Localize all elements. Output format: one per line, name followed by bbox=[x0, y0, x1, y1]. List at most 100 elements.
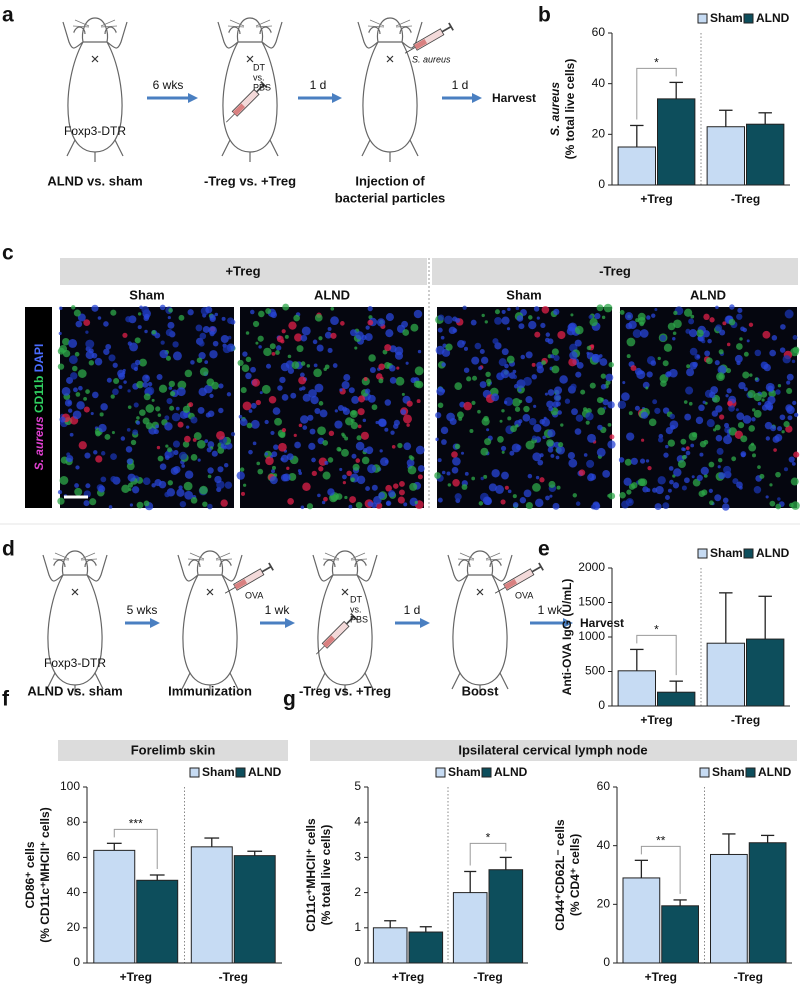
arrow bbox=[125, 618, 160, 628]
cell bbox=[646, 371, 653, 378]
cell bbox=[214, 475, 222, 484]
cell bbox=[735, 343, 743, 350]
cell bbox=[464, 471, 469, 476]
cell bbox=[602, 470, 611, 478]
cell bbox=[135, 420, 141, 425]
cell bbox=[209, 393, 214, 399]
cell bbox=[769, 483, 773, 487]
cell bbox=[361, 334, 367, 341]
cell bbox=[786, 405, 795, 415]
cell bbox=[753, 409, 762, 418]
cell bbox=[312, 339, 318, 345]
cell bbox=[169, 405, 175, 411]
cell bbox=[263, 347, 272, 357]
cell bbox=[190, 416, 198, 424]
cell bbox=[737, 422, 745, 429]
cell bbox=[735, 408, 739, 412]
cell bbox=[184, 435, 191, 443]
significance-bracket bbox=[636, 67, 677, 120]
cell bbox=[248, 409, 253, 413]
cell bbox=[555, 455, 560, 460]
cell bbox=[342, 434, 346, 438]
cell bbox=[454, 493, 462, 501]
cell bbox=[314, 383, 324, 393]
cell bbox=[371, 502, 378, 509]
cell bbox=[751, 417, 756, 422]
cell bbox=[647, 466, 652, 471]
cell bbox=[708, 461, 715, 468]
cell bbox=[242, 483, 247, 487]
cell bbox=[389, 377, 397, 384]
cell bbox=[336, 446, 342, 452]
cell bbox=[609, 434, 615, 440]
y-tick-label: 100 bbox=[60, 779, 80, 793]
bar bbox=[190, 846, 233, 964]
cell bbox=[57, 489, 63, 495]
cell bbox=[257, 468, 264, 475]
cell bbox=[717, 465, 721, 469]
cell bbox=[657, 356, 661, 361]
cell bbox=[205, 306, 213, 314]
cell bbox=[481, 313, 485, 318]
cell bbox=[548, 406, 554, 412]
cell bbox=[207, 441, 215, 448]
cell bbox=[499, 419, 503, 423]
cell bbox=[519, 497, 527, 504]
cell bbox=[531, 362, 536, 367]
cell bbox=[279, 431, 286, 439]
cell bbox=[255, 399, 262, 406]
cell bbox=[393, 483, 399, 489]
cell bbox=[132, 429, 139, 436]
cell bbox=[474, 342, 482, 350]
cell bbox=[78, 385, 83, 391]
cell bbox=[714, 494, 722, 502]
cell bbox=[58, 306, 63, 311]
cell bbox=[594, 313, 601, 320]
cell bbox=[112, 388, 119, 396]
cell bbox=[486, 378, 492, 385]
panel-header bbox=[58, 740, 288, 761]
cell bbox=[454, 317, 461, 323]
panel-label: e bbox=[538, 538, 550, 561]
cell bbox=[57, 497, 65, 505]
cell bbox=[156, 373, 163, 380]
cell bbox=[437, 314, 445, 321]
x-tick-label: +Treg bbox=[392, 970, 424, 984]
cell bbox=[716, 447, 724, 455]
cell bbox=[156, 445, 161, 450]
y-tick-label: 0 bbox=[603, 955, 610, 969]
cell bbox=[151, 398, 155, 402]
cell bbox=[718, 349, 724, 355]
cell bbox=[709, 500, 714, 506]
cell bbox=[350, 418, 355, 423]
cell bbox=[736, 360, 741, 366]
cell bbox=[441, 439, 447, 445]
cell bbox=[525, 351, 533, 359]
cell bbox=[448, 326, 457, 335]
cell bbox=[322, 471, 331, 480]
cell bbox=[130, 439, 137, 446]
cell bbox=[413, 380, 421, 388]
cell bbox=[793, 412, 799, 418]
cell bbox=[784, 309, 794, 319]
cell bbox=[141, 305, 150, 314]
significance-label: * bbox=[654, 56, 659, 70]
cell bbox=[600, 397, 604, 402]
cell bbox=[340, 321, 345, 326]
cell bbox=[226, 392, 232, 397]
cell bbox=[739, 337, 743, 341]
cell bbox=[586, 351, 590, 355]
cell bbox=[715, 405, 723, 413]
cell bbox=[743, 387, 748, 392]
cell bbox=[367, 306, 373, 312]
cell bbox=[151, 483, 156, 488]
cell bbox=[413, 309, 423, 319]
cell bbox=[564, 398, 571, 404]
cell bbox=[93, 450, 98, 455]
cell bbox=[250, 402, 257, 409]
cell bbox=[134, 359, 141, 366]
cell bbox=[113, 377, 120, 385]
cell bbox=[172, 440, 180, 448]
cell bbox=[211, 450, 218, 457]
cell bbox=[743, 351, 749, 357]
